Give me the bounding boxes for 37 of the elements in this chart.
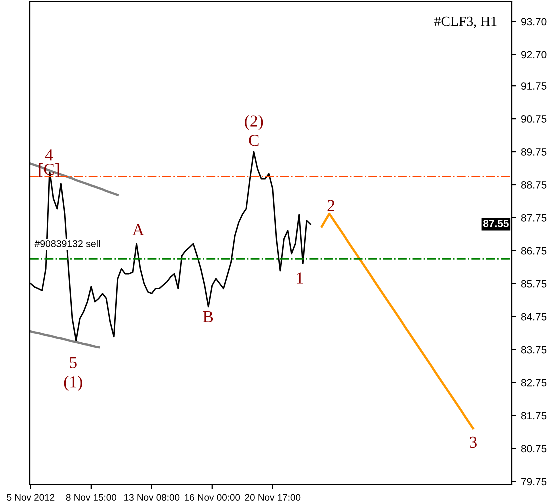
- x-tick-label: 8 Nov 15:00: [66, 494, 117, 501]
- x-tick-label: 13 Nov 08:00: [124, 494, 180, 501]
- x-tick-label: 16 Nov 00:00: [185, 494, 240, 501]
- y-tick-label: 82.75: [521, 379, 547, 387]
- y-tick-label: 92.70: [522, 51, 547, 59]
- y-tick-label: 80.75: [521, 445, 547, 453]
- annotation: 2: [328, 200, 334, 212]
- line-series: [30, 162, 120, 196]
- annotation: 3: [470, 436, 477, 448]
- y-tick-label: 91.75: [522, 82, 547, 90]
- y-tick-label: 93.70: [522, 18, 547, 26]
- annotation: 87.55: [483, 220, 509, 228]
- y-tick-label: 86.75: [521, 247, 547, 255]
- y-tick-label: 90.75: [522, 116, 547, 123]
- y-tick-label: 85.75: [521, 280, 547, 288]
- y-tick-label: 89.75: [521, 148, 547, 156]
- annotation: B: [203, 311, 214, 322]
- annotation: 4: [45, 150, 54, 161]
- line-series: [320, 212, 474, 430]
- y-tick-label: 79.75: [522, 478, 547, 486]
- annotation: [C]: [39, 163, 60, 178]
- ref-line-label: #90839132 sell: [34, 240, 100, 248]
- annotation: (2): [245, 115, 264, 130]
- line-series: [30, 330, 100, 349]
- y-tick-label: 84.75: [521, 313, 547, 321]
- text: #CLF3, H1: [434, 16, 497, 28]
- annotation: 1: [297, 272, 304, 284]
- y-tick-label: 88.75: [521, 181, 547, 189]
- annotation: A: [132, 224, 144, 236]
- annotation: C: [249, 135, 259, 146]
- x-tick-label: 20 Nov 17:00: [245, 494, 301, 501]
- annotation: (1): [64, 376, 82, 392]
- y-tick-label: 83.75: [521, 346, 547, 354]
- x-tick-label: 5 Nov 2012: [7, 494, 55, 501]
- annotation: 5: [70, 357, 77, 368]
- y-tick-label: 81.75: [521, 412, 547, 420]
- y-tick-label: 87.75: [521, 214, 547, 222]
